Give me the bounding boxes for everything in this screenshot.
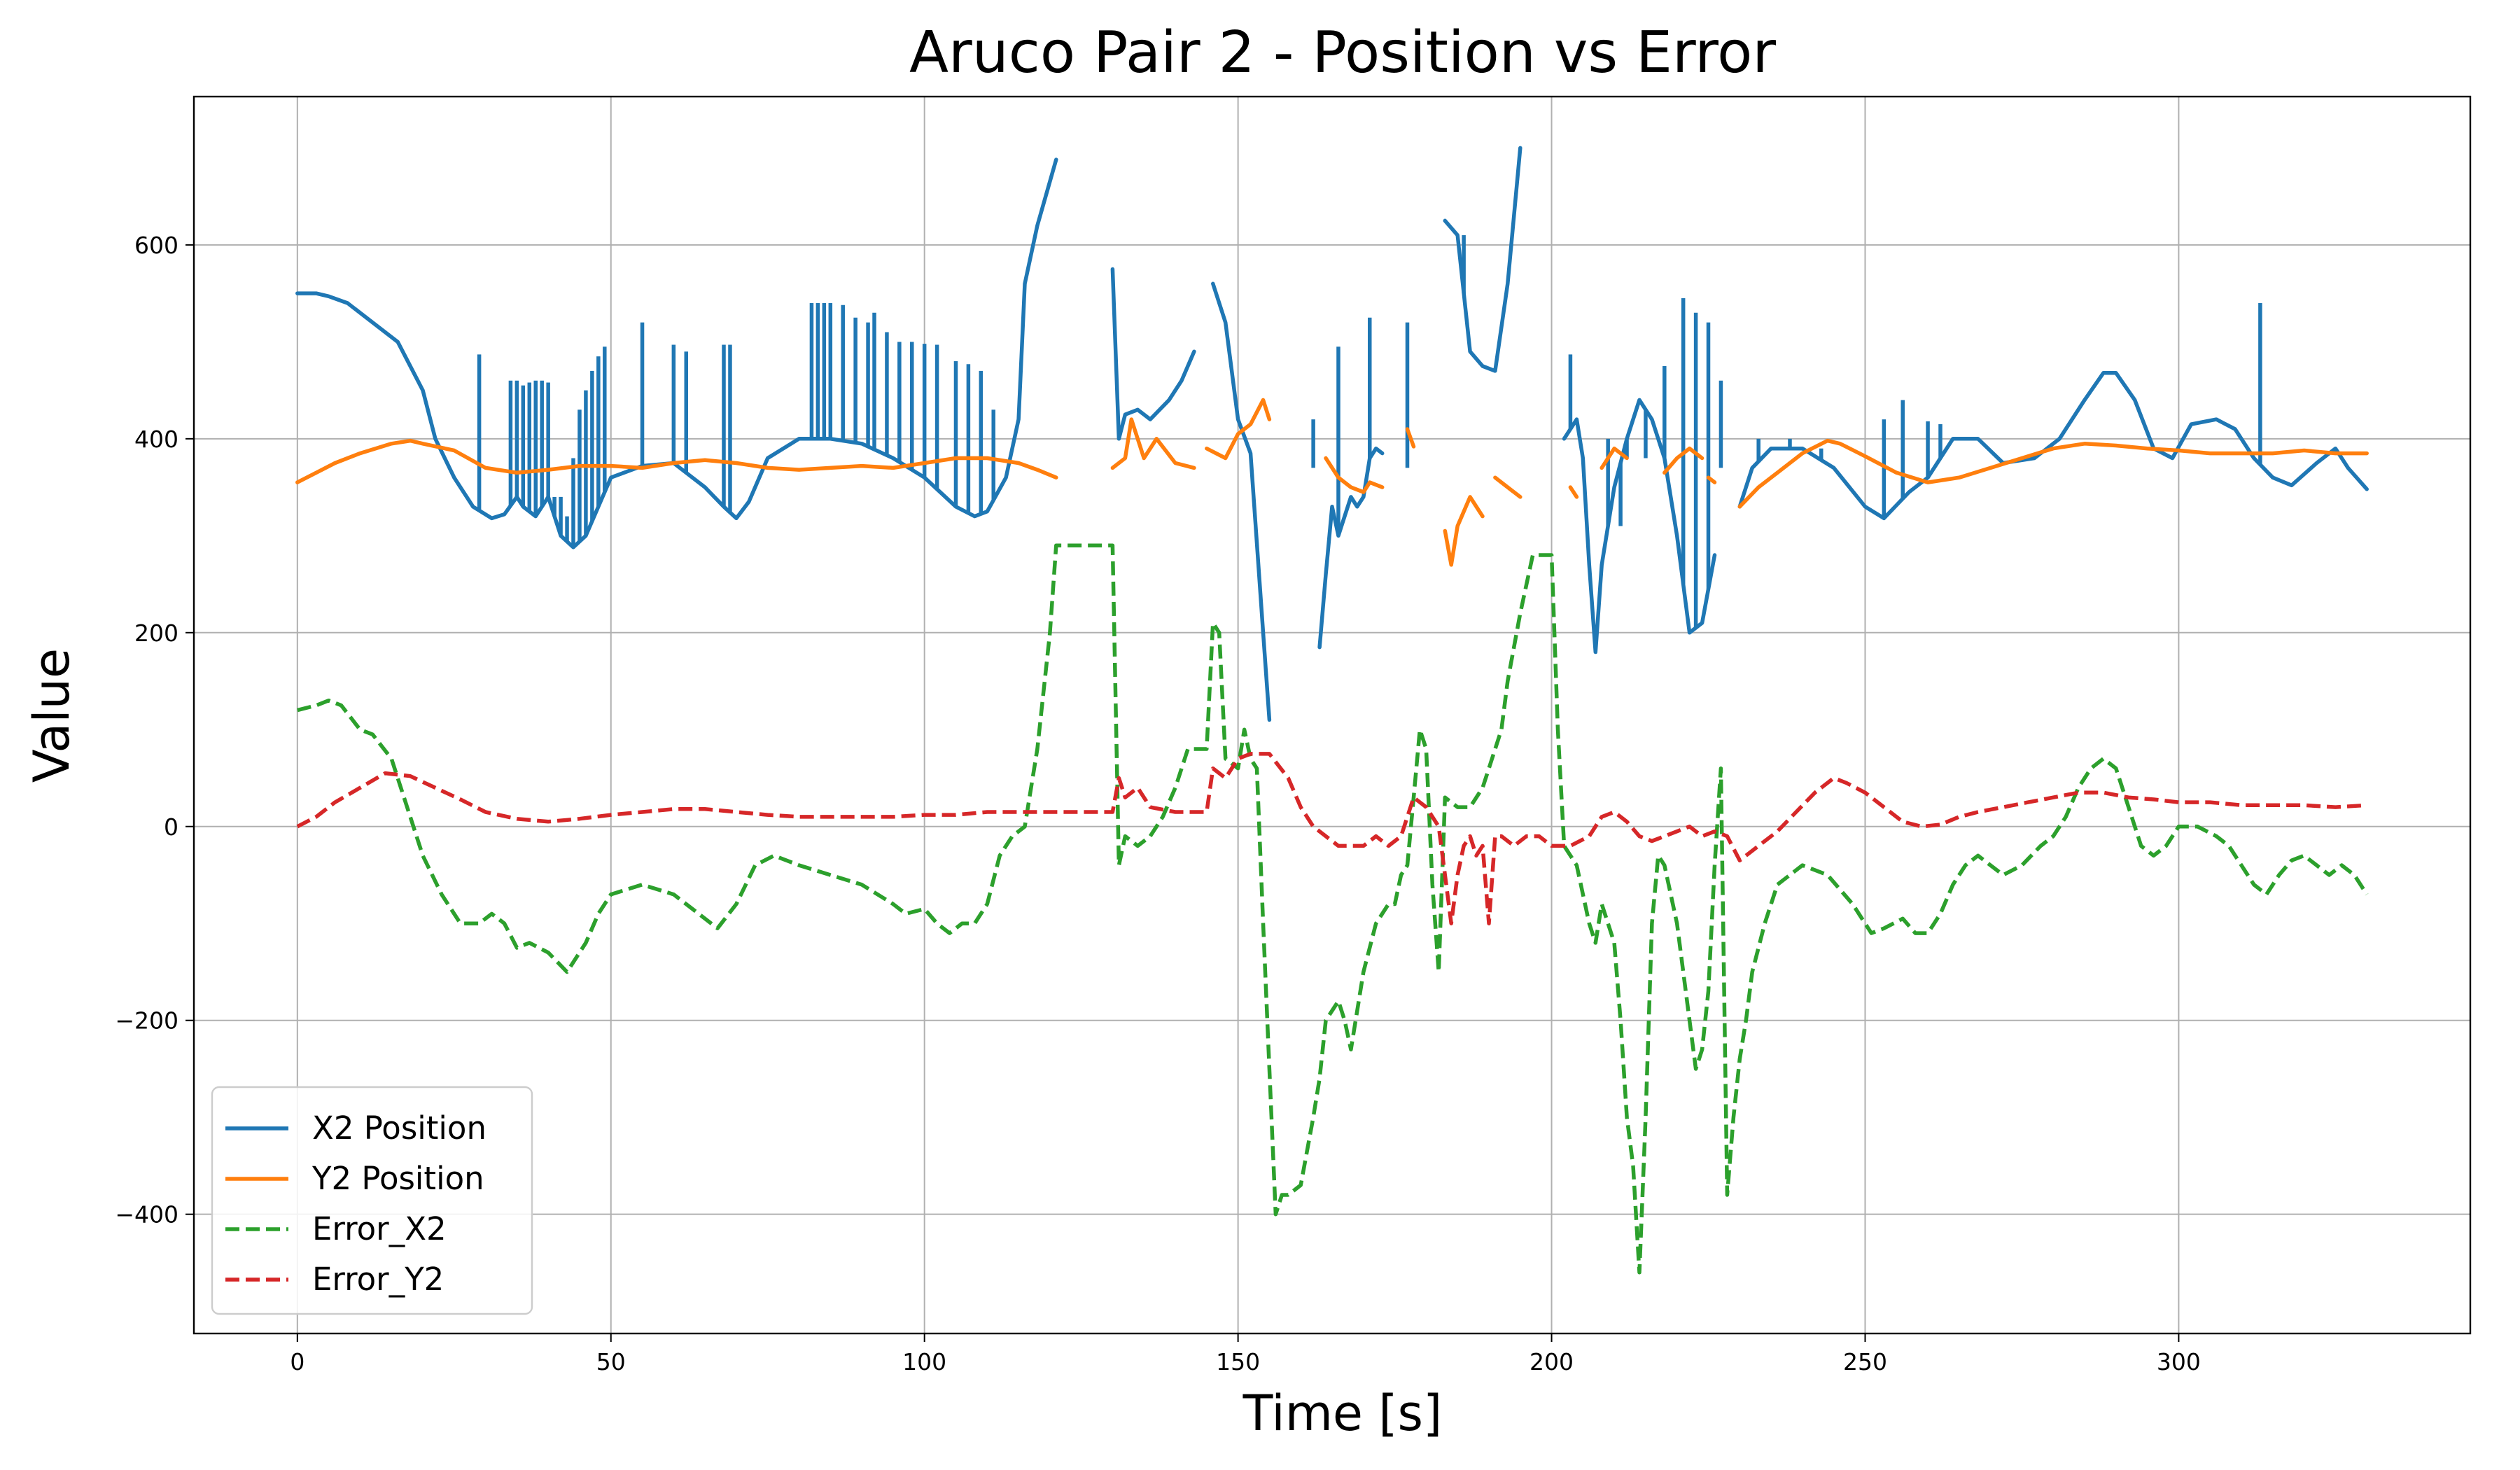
x-tick-label: 50 xyxy=(596,1348,626,1376)
plot-frame xyxy=(192,95,2472,1335)
series-line-x2-position xyxy=(1317,446,1385,650)
series-layer xyxy=(295,146,2369,1275)
x-axis-label: Time [s] xyxy=(1242,1385,1443,1442)
series-line-y2-position xyxy=(1405,427,1416,449)
series-line-y2-position xyxy=(295,438,1058,484)
y-tick-label: 400 xyxy=(134,426,178,453)
series-line-x2-position xyxy=(1737,370,2369,521)
series-line-y2-position xyxy=(1324,456,1385,494)
series-y2-position xyxy=(295,398,2369,567)
series-line-y2-position xyxy=(1737,438,2369,509)
legend-label-error-x2: Error_X2 xyxy=(312,1210,447,1247)
y-tick-label: 600 xyxy=(134,232,178,259)
series-line-y2-position xyxy=(1600,446,1629,470)
x-tick-label: 150 xyxy=(1216,1348,1260,1376)
series-line-y2-position xyxy=(1568,485,1579,499)
y-tick-label: −400 xyxy=(115,1201,178,1228)
series-line-y2-position xyxy=(1493,475,1522,499)
y-axis-label: Value xyxy=(23,648,80,783)
series-line-y2-position xyxy=(1706,475,1717,484)
series-line-x2-position xyxy=(1110,267,1196,441)
x-tick-label: 300 xyxy=(2157,1348,2201,1376)
legend-box xyxy=(211,1086,533,1315)
series-line-error-y2 xyxy=(296,752,2367,925)
x-tick-label: 200 xyxy=(1530,1348,1574,1376)
legend-label-x2-position: X2 Position xyxy=(312,1110,486,1147)
legend: X2 Position Y2 Position Error_X2 Error_Y2 xyxy=(211,1086,533,1315)
grid xyxy=(194,97,2470,1334)
legend-label-y2-position: Y2 Position xyxy=(312,1160,484,1197)
series-line-y2-position xyxy=(1110,417,1196,470)
series-line-y2-position xyxy=(1662,446,1704,475)
x-tick-label: 250 xyxy=(1843,1348,1887,1376)
series-line-x2-position xyxy=(1211,281,1272,722)
series-line-y2-position xyxy=(1205,398,1272,461)
legend-label-error-y2: Error_Y2 xyxy=(312,1261,444,1298)
series-line-x2-position xyxy=(1443,146,1522,373)
chart-title: Aruco Pair 2 - Position vs Error xyxy=(909,20,1776,86)
ticks: 0 50 100 150 200 250 300 −400 −200 0 200 400 600 xyxy=(115,232,2201,1376)
series-error-y2 xyxy=(296,752,2367,925)
x-tick-label: 0 xyxy=(290,1348,304,1376)
series-line-y2-position xyxy=(1443,495,1485,567)
series-x2-position xyxy=(295,146,2369,722)
y-tick-label: −200 xyxy=(115,1007,178,1035)
series-line-x2-position xyxy=(1562,398,1717,654)
y-tick-label: 200 xyxy=(134,620,178,647)
x-tick-label: 100 xyxy=(902,1348,946,1376)
series-line-x2-position xyxy=(295,158,1058,550)
y-tick-label: 0 xyxy=(164,813,178,841)
